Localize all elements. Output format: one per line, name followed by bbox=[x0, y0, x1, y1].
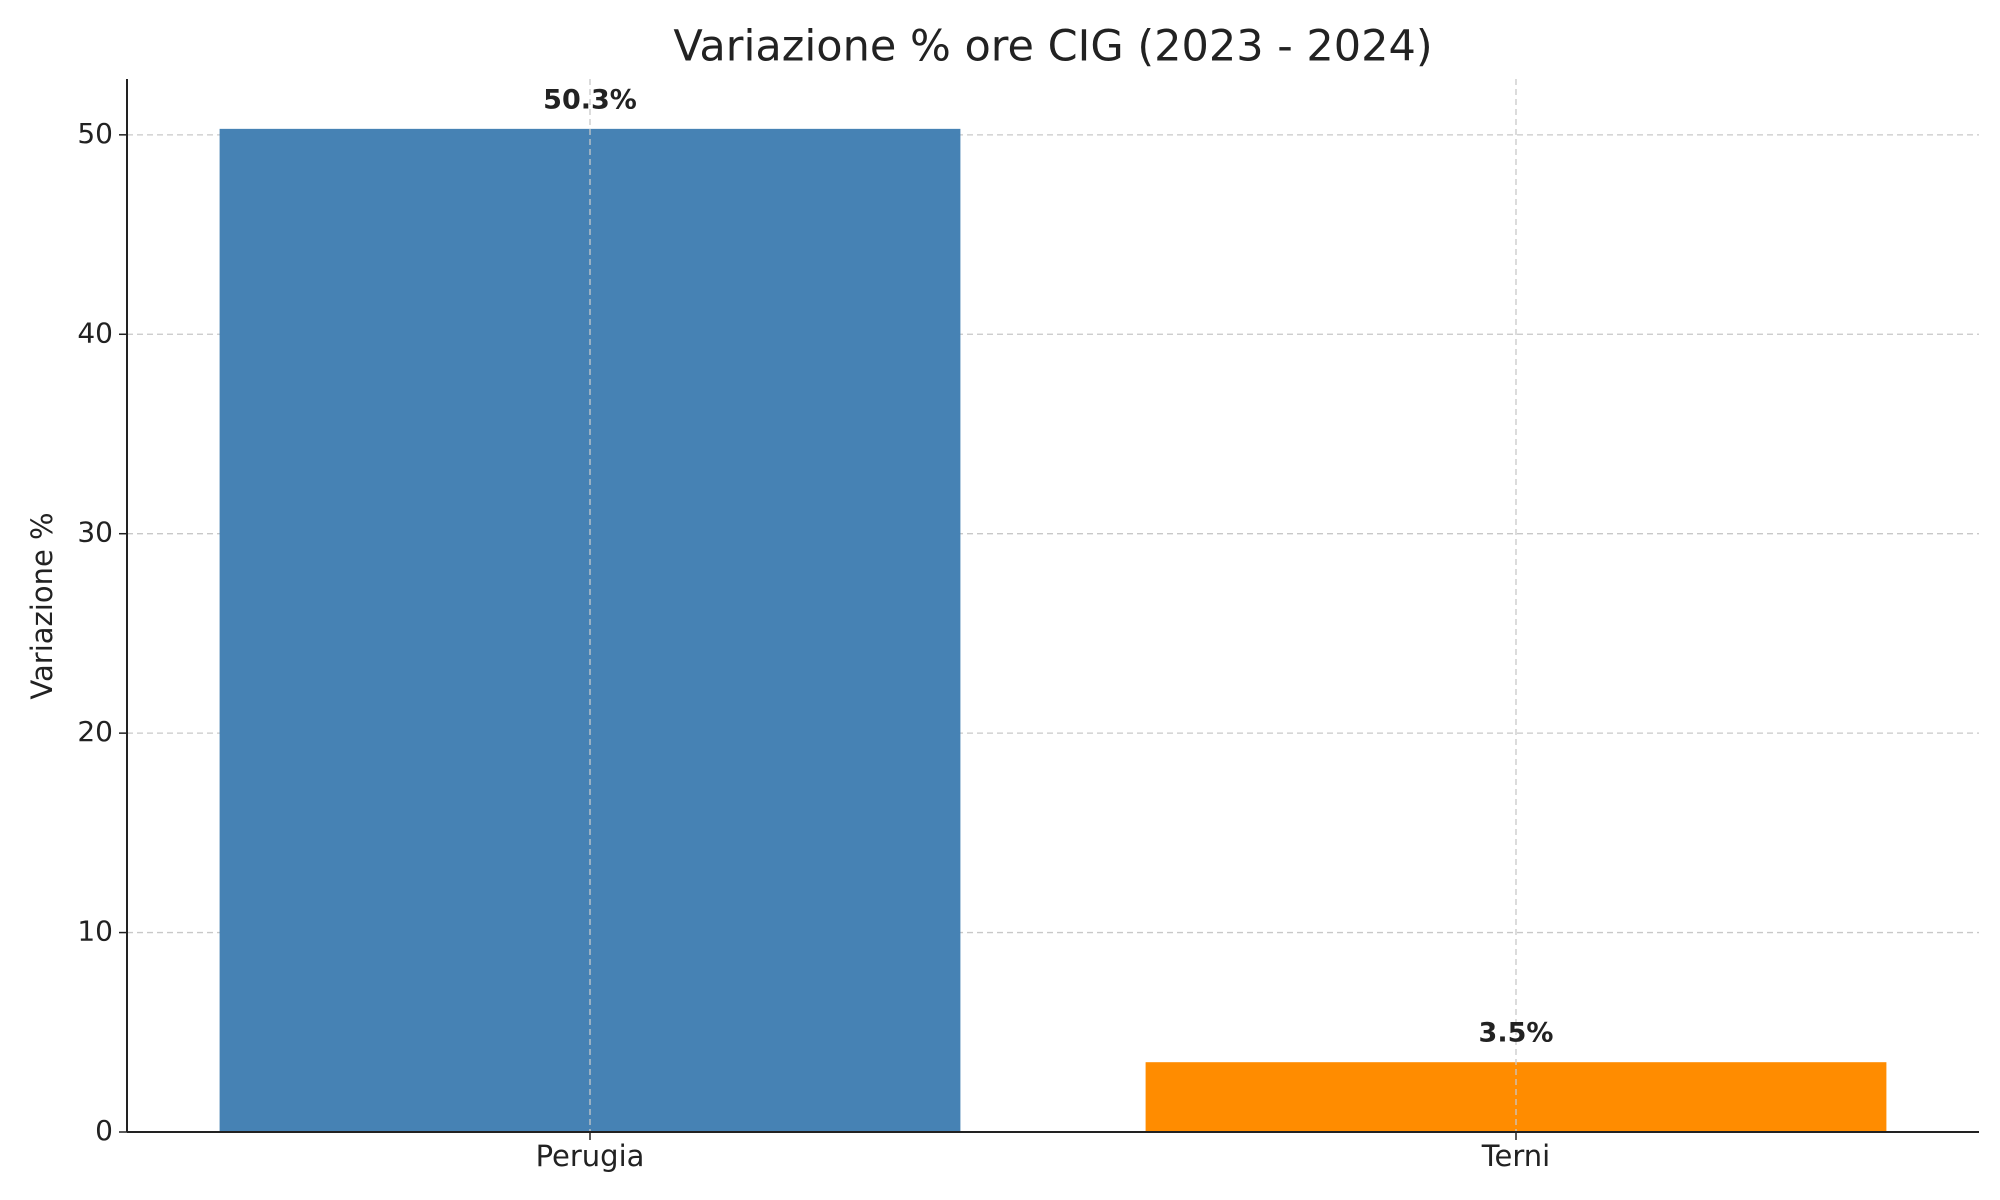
y-tick-label: 40 bbox=[77, 316, 113, 349]
y-tick-label: 20 bbox=[77, 715, 113, 748]
y-tick-label: 30 bbox=[77, 516, 113, 549]
value-label: 3.5% bbox=[1479, 1018, 1554, 1049]
y-tick-label: 10 bbox=[77, 915, 113, 948]
x-tick-label: Terni bbox=[1481, 1139, 1550, 1173]
y-axis-label: Variazione % bbox=[25, 512, 59, 699]
chart-title: Variazione % ore CIG (2023 - 2024) bbox=[673, 22, 1432, 72]
y-tick-label: 0 bbox=[95, 1114, 113, 1147]
value-label: 50.3% bbox=[543, 84, 637, 115]
x-tick-label: Perugia bbox=[536, 1139, 645, 1173]
y-tick-label: 50 bbox=[77, 117, 113, 150]
